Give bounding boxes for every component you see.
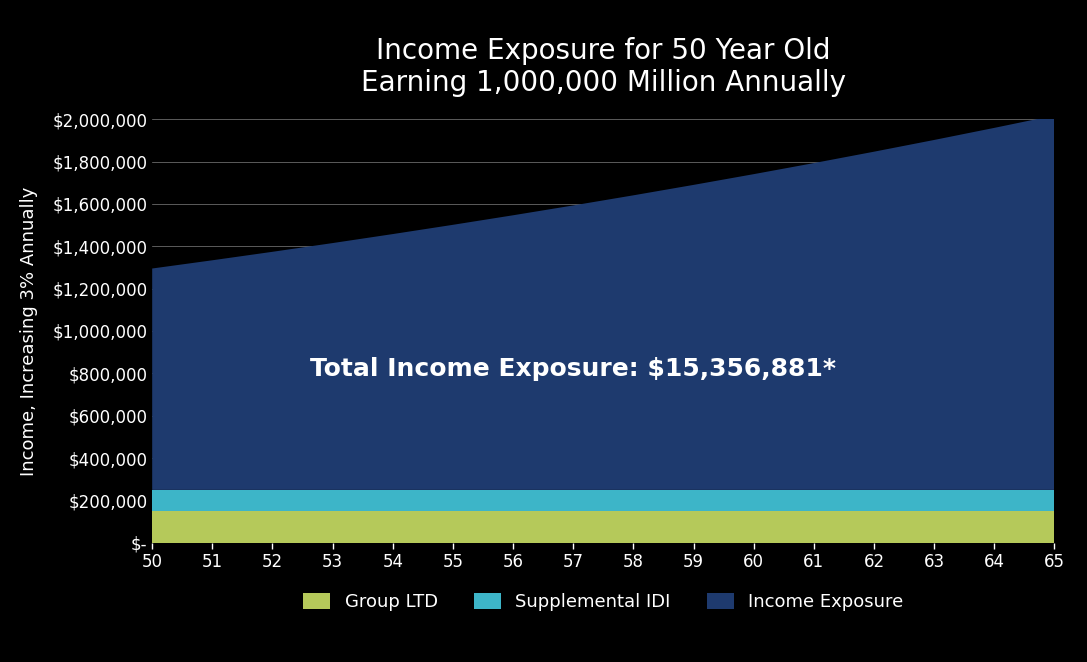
Text: Total Income Exposure: $15,356,881*: Total Income Exposure: $15,356,881* [310, 357, 836, 381]
Legend: Group LTD, Supplemental IDI, Income Exposure: Group LTD, Supplemental IDI, Income Expo… [296, 586, 911, 618]
Title: Income Exposure for 50 Year Old
Earning 1,000,000 Million Annually: Income Exposure for 50 Year Old Earning … [361, 37, 846, 97]
Y-axis label: Income, Increasing 3% Annually: Income, Increasing 3% Annually [21, 186, 38, 476]
